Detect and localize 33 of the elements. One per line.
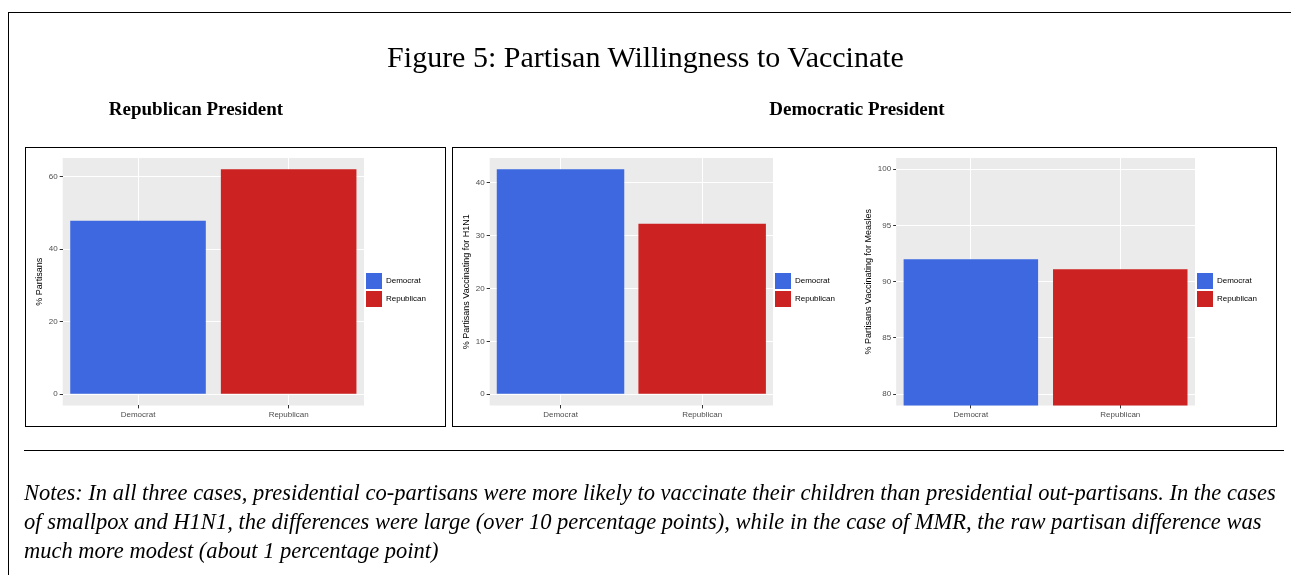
y-tick-label: 0 — [53, 389, 59, 399]
y-tick-label: 20 — [475, 283, 486, 293]
y-axis-title: % Partisans Vaccinating for Measles — [862, 208, 873, 355]
y-tick-label: 60 — [48, 171, 59, 181]
y-tick-label: 30 — [475, 230, 486, 240]
x-tick-label: Democrat — [543, 410, 579, 420]
y-tick-label: 20 — [48, 316, 59, 326]
y-tick-label: 80 — [882, 389, 892, 399]
x-tick-label: Democrat — [953, 410, 989, 420]
x-tick-label: Republican — [682, 410, 723, 420]
text: Democratic President — [768, 98, 946, 120]
y-tick-label: 95 — [882, 220, 892, 230]
text: Notes: In all three cases, presidential co-partisans were more likely to vaccinate their children than presidential out-partisans. In the cases of smallpox and H1N1, the differences were large (over 10 percentage points), while in the case of MMR, the raw partisan difference was much more modest (about 1 percentage point) — [24, 479, 1277, 565]
x-tick-label: Republican — [268, 410, 309, 420]
y-tick-label: 40 — [48, 244, 59, 254]
y-axis-title: % Partisans Vaccinating for H1N1 — [460, 214, 471, 350]
y-axis-title: % Partisans — [33, 257, 44, 306]
legend-label: Republican — [385, 294, 426, 304]
y-tick-label: 0 — [480, 389, 486, 399]
y-tick-label: 100 — [877, 164, 892, 174]
y-tick-label: 40 — [475, 177, 486, 187]
legend-label: Democrat — [1216, 276, 1253, 286]
legend-label: Democrat — [385, 276, 422, 286]
legend-label: Democrat — [794, 276, 831, 286]
caption: Figure 5: Partisan Willingness to Vaccinate — [386, 40, 905, 74]
y-tick-label: 10 — [475, 336, 486, 346]
x-tick-label: Republican — [1100, 410, 1141, 420]
y-tick-label: 85 — [882, 333, 892, 343]
x-tick-label: Democrat — [120, 410, 157, 420]
legend-label: Republican — [794, 294, 835, 304]
y-tick-label: 90 — [882, 276, 892, 286]
legend-label: Republican — [1216, 294, 1257, 304]
chart-subtitle: Republican President — [107, 98, 285, 120]
